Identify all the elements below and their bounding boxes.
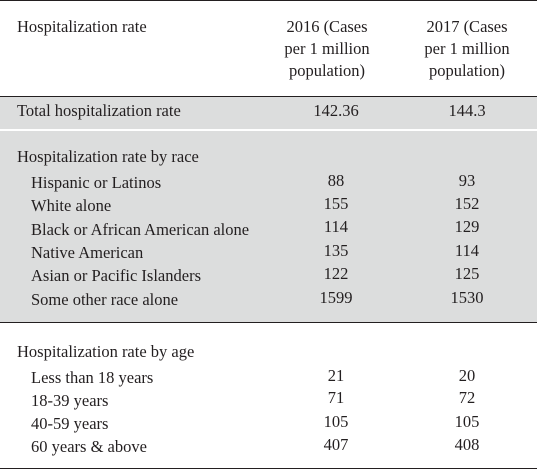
race-row-2017: 129 [454,217,480,236]
race-row-2017: 1530 [450,288,484,307]
age-row-label: Less than 18 years [31,368,154,387]
age-row-2017: 105 [454,412,480,431]
top-rule [0,0,537,1]
header-col-label: Hospitalization rate [17,17,147,36]
header-2016-line2: per 1 million [284,39,370,58]
total-label: Total hospitalization rate [17,101,181,120]
race-row-2017: 114 [454,241,480,260]
race-row-2016: 114 [323,217,349,236]
age-row-2017: 20 [458,366,476,385]
age-row-2016: 71 [327,388,345,407]
header-rule [0,96,537,97]
header-2016-line3: population) [288,61,366,80]
age-row-2016: 21 [327,366,345,385]
race-row-label: Black or African American alone [31,220,250,239]
race-row-label: Asian or Pacific Islanders [31,266,201,285]
race-rule [0,322,537,323]
race-row-label: Some other race alone [31,290,179,309]
race-row-2017: 125 [454,264,480,283]
race-row-label: Native American [31,243,144,262]
race-row-label: Hispanic or Latinos [31,173,162,192]
age-row-label: 40-59 years [31,414,109,433]
race-section-title: Hospitalization rate by race [17,147,199,166]
age-row-2016: 105 [323,412,349,431]
race-row-label: White alone [31,196,112,215]
header-2017-line2: per 1 million [424,39,510,58]
bottom-rule [0,468,537,469]
header-col-2016: 2016 (Cases per 1 million population) [262,16,392,82]
race-row-2016: 1599 [319,288,353,307]
header-2017-line1: 2017 (Cases [426,17,508,36]
age-row-2016: 407 [323,435,349,454]
header-2017-line3: population) [428,61,506,80]
age-row-label: 18-39 years [31,391,109,410]
age-row-2017: 72 [458,388,476,407]
race-row-2016: 135 [323,241,349,260]
race-row-2017: 152 [454,194,480,213]
total-2016: 142.36 [313,101,359,120]
age-row-label: 60 years & above [31,437,147,456]
race-row-2016: 88 [327,171,345,190]
age-section-title: Hospitalization rate by age [17,342,195,361]
header-col-2017: 2017 (Cases per 1 million population) [402,16,532,82]
total-2017: 144.3 [448,101,486,120]
race-row-2017: 93 [458,171,476,190]
age-row-2017: 408 [454,435,480,454]
total-separator [0,129,537,131]
shaded-band [0,97,537,322]
race-row-2016: 155 [323,194,349,213]
header-2016-line1: 2016 (Cases [286,17,368,36]
race-row-2016: 122 [323,264,349,283]
